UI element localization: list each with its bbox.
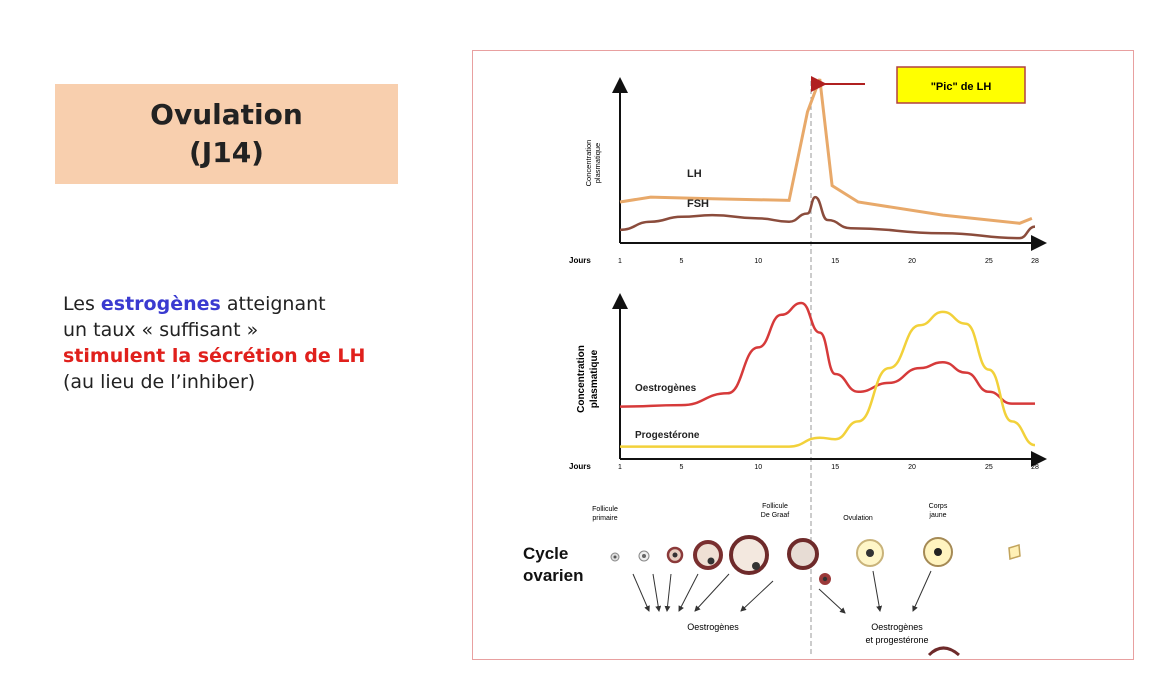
tick-label: 10 [754, 464, 762, 471]
follicle-rupture [787, 538, 831, 585]
follicle-degraaf [729, 535, 769, 575]
stage-ovulation: Ovulation [843, 515, 873, 522]
arrow-oes-prog-1 [818, 588, 846, 614]
chart1-ylabel-1: Concentration [584, 140, 593, 187]
chart1-ylabel-2: plasmatique [593, 143, 602, 183]
pic-de-lh-label: "Pic" de LH [931, 81, 992, 93]
chart2-ylabel-2: plasmatique [589, 349, 600, 408]
fsh-series-line [619, 195, 1036, 240]
lh-series-label: LH [687, 168, 702, 180]
follicle-secondaire [666, 546, 684, 564]
stage-corps-jaune-2: jaune [928, 512, 946, 519]
corps-fragment [927, 646, 960, 657]
figure-svg: Concentration plasmatique Jours 1 5 10 15 20… [523, 66, 1047, 657]
chart2-ylabel-1: Concentration [576, 345, 587, 413]
corps-jaune [923, 537, 953, 567]
cycle-label-1: Cycle [523, 544, 568, 563]
tick-label: 20 [908, 258, 916, 265]
stage-follicule-degraaf-1: Follicule [762, 503, 788, 510]
estrogenes-highlight: estrogènes [100, 293, 221, 315]
title-box: Ovulation (J14) [55, 84, 398, 184]
pic-de-lh-box [896, 66, 1026, 104]
tick-label: 28 [1031, 258, 1039, 265]
hormone-output-2b: et progestérone [865, 635, 928, 645]
corps-blanc [1008, 544, 1021, 560]
oestrogenes-series-line [619, 301, 1035, 408]
ovulation-follicle [856, 539, 884, 567]
tick-label: 1 [618, 464, 622, 471]
stage-follicule-degraaf-2: De Graaf [761, 512, 789, 519]
desc-text: atteignant [220, 293, 326, 315]
chart2-ticks: 1 5 10 15 20 25 28 [618, 464, 1039, 471]
arrow-oes-6 [740, 580, 774, 612]
tick-label: 28 [1031, 464, 1039, 471]
title-line-2: (J14) [189, 136, 264, 169]
follicle-tertiaire [693, 540, 723, 570]
chart1-ticks: 1 5 10 15 20 25 28 [618, 258, 1039, 265]
tick-label: 25 [985, 258, 993, 265]
desc-line-1: Les estrogènes atteignant [63, 291, 365, 317]
arrow-oes-2 [652, 573, 662, 612]
fsh-series-label: FSH [687, 198, 709, 210]
arrow-oes-prog-2 [872, 570, 883, 612]
follicle-primaire-1 [610, 552, 620, 562]
hormone-output-1: Oestrogènes [687, 622, 739, 632]
stage-follicule-primaire-1: Follicule [592, 506, 618, 513]
desc-line-4: (au lieu de l’inhiber) [63, 371, 256, 393]
tick-label: 5 [680, 464, 684, 471]
follicle-primaire-2 [638, 550, 650, 562]
tick-label: 10 [754, 258, 762, 265]
stage-follicule-primaire-2: primaire [592, 515, 617, 522]
progesterone-series-line [620, 310, 1036, 448]
desc-line-3: stimulent la sécrétion de LH [63, 345, 366, 367]
stage-corps-jaune-1: Corps [929, 503, 948, 510]
arrow-oes-4 [678, 573, 699, 612]
hormone-figure: Concentration plasmatique Jours 1 5 10 15 20… [472, 50, 1134, 660]
description: Les estrogènes atteignant un taux « suff… [63, 291, 365, 395]
tick-label: 15 [831, 464, 839, 471]
arrow-oes-5 [694, 573, 730, 612]
cycle-label-2: ovarien [523, 566, 583, 585]
title-line-1: Ovulation [150, 98, 303, 131]
progesterone-series-label: Progestérone [635, 430, 700, 441]
arrow-oes-1 [632, 573, 650, 612]
tick-label: 20 [908, 464, 916, 471]
tick-label: 5 [680, 258, 684, 265]
tick-label: 25 [985, 464, 993, 471]
arrow-oes-3 [664, 573, 672, 612]
tick-label: 15 [831, 258, 839, 265]
chart1-xlabel: Jours [569, 256, 591, 265]
desc-line-2: un taux « suffisant » [63, 319, 259, 341]
hormone-output-2a: Oestrogènes [871, 622, 923, 632]
arrow-oes-prog-3 [912, 570, 932, 612]
tick-label: 1 [618, 258, 622, 265]
chart2-xlabel: Jours [569, 462, 591, 471]
desc-text: Les [63, 293, 101, 315]
oestrogenes-series-label: Oestrogènes [635, 383, 697, 394]
